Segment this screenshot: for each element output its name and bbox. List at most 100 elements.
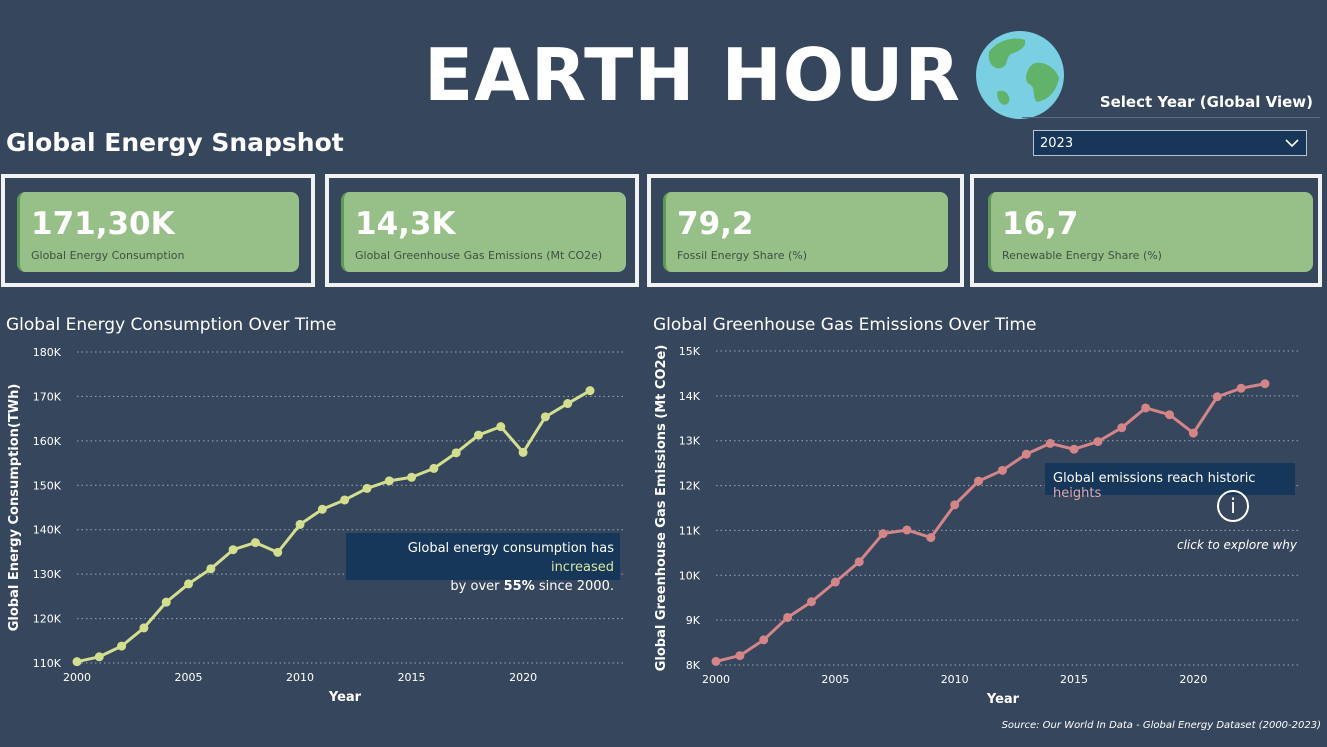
y-tick-label: 180K — [33, 346, 62, 359]
data-point — [735, 651, 745, 661]
annotation-text: by over — [450, 579, 504, 594]
data-point — [1021, 449, 1031, 459]
y-tick-label: 120K — [33, 613, 62, 626]
kpi-frame-renewable: 16,7 Renewable Energy Share (%) — [970, 174, 1322, 287]
year-filter-label: Select Year (Global View) — [1099, 93, 1313, 111]
annotation-text: Global energy consumption has — [407, 541, 614, 556]
divider — [1022, 117, 1320, 118]
kpi-frame-energy: 171,30K Global Energy Consumption — [1, 174, 315, 287]
series-line — [715, 382, 1266, 663]
data-point — [1260, 379, 1270, 389]
data-point — [902, 525, 912, 535]
data-point — [783, 612, 793, 622]
data-point — [1236, 383, 1246, 393]
source-note: Source: Our World In Data - Global Energ… — [1001, 720, 1321, 731]
y-tick-label: 130K — [33, 568, 62, 581]
data-point — [1188, 428, 1198, 438]
data-point — [1141, 403, 1151, 413]
data-point — [1212, 392, 1222, 402]
energy-consumption-chart[interactable]: 110K 120K 130K 140K 150K 160K 170K 180K 2000 2005… — [0, 340, 640, 712]
data-point — [1045, 438, 1055, 448]
data-point — [117, 641, 127, 651]
y-tick-label: 15K — [679, 345, 701, 358]
explore-link[interactable]: click to explore why — [1177, 538, 1297, 552]
data-point — [806, 597, 816, 607]
globe-icon — [975, 31, 1064, 119]
kpi-label: Global Greenhouse Gas Emissions (Mt CO2e… — [355, 249, 603, 262]
page-subtitle: Global Energy Snapshot — [6, 128, 344, 157]
kpi-value: 171,30K — [31, 206, 175, 242]
kpi-card-fossil[interactable]: 79,2 Fossil Energy Share (%) — [663, 192, 948, 272]
x-tick-label: 2000 — [63, 671, 91, 684]
y-axis-title: Global Energy Consumption(TWh) — [7, 384, 22, 632]
data-point — [228, 545, 238, 555]
data-point — [878, 529, 888, 539]
data-point — [94, 652, 104, 662]
kpi-frame-emissions: 14,3K Global Greenhouse Gas Emissions (M… — [325, 174, 639, 287]
kpi-card-emissions[interactable]: 14,3K Global Greenhouse Gas Emissions (M… — [341, 192, 626, 272]
y-tick-label: 13K — [679, 435, 701, 448]
data-point — [317, 504, 327, 514]
data-point — [429, 463, 439, 473]
x-axis-title: Year — [986, 692, 1020, 707]
x-tick-label: 2015 — [398, 671, 426, 684]
data-point — [250, 538, 260, 548]
emissions-chart-title: Global Greenhouse Gas Emissions Over Tim… — [653, 315, 1037, 335]
chevron-down-icon — [1285, 139, 1299, 148]
data-point — [540, 412, 550, 422]
y-tick-label: 160K — [33, 435, 62, 448]
y-tick-label: 14K — [679, 390, 701, 403]
data-point — [139, 623, 149, 633]
y-tick-label: 140K — [33, 524, 62, 537]
data-point — [340, 495, 350, 505]
data-point — [206, 564, 216, 574]
data-point — [759, 635, 769, 645]
x-tick-label: 2000 — [702, 673, 730, 686]
x-tick-label: 2010 — [286, 671, 314, 684]
year-dropdown-value: 2023 — [1040, 135, 1074, 151]
data-point — [1117, 423, 1127, 433]
data-point — [926, 533, 936, 543]
x-tick-label: 2005 — [175, 671, 203, 684]
data-point — [496, 422, 506, 432]
kpi-card-energy[interactable]: 171,30K Global Energy Consumption — [17, 192, 299, 272]
emissions-chart[interactable]: 8K 9K 10K 11K 12K 13K 14K 15K 2000 2005 2010 2015 20… — [648, 340, 1324, 712]
year-dropdown[interactable]: 2023 — [1033, 130, 1307, 156]
x-tick-label: 2005 — [821, 673, 849, 686]
kpi-label: Global Energy Consumption — [31, 249, 185, 262]
kpi-value: 16,7 — [1002, 206, 1079, 242]
y-tick-label: 10K — [679, 569, 701, 582]
x-tick-label: 2020 — [1179, 673, 1207, 686]
x-axis-title: Year — [328, 690, 362, 705]
kpi-card-renewable[interactable]: 16,7 Renewable Energy Share (%) — [988, 192, 1313, 272]
y-axis-title: Global Greenhouse Gas Emissions (Mt CO2e… — [654, 345, 669, 672]
data-point — [273, 547, 283, 557]
data-point — [1093, 437, 1103, 447]
data-point — [451, 448, 461, 458]
x-tick-label: 2015 — [1060, 673, 1088, 686]
y-tick-label: 12K — [679, 480, 701, 493]
emissions-annotation: Global emissions reach historic heights — [1045, 463, 1295, 501]
info-icon[interactable]: i — [1217, 490, 1249, 522]
kpi-value: 14,3K — [355, 206, 456, 242]
kpi-label: Renewable Energy Share (%) — [1002, 249, 1162, 262]
dashboard-header: EARTH HOUR — [424, 30, 1065, 120]
data-point — [72, 657, 82, 667]
data-point — [830, 577, 840, 587]
data-point — [997, 465, 1007, 475]
annotation-highlight: increased — [550, 560, 614, 575]
data-point — [184, 579, 194, 589]
kpi-frame-fossil: 79,2 Fossil Energy Share (%) — [647, 174, 964, 287]
energy-chart-title: Global Energy Consumption Over Time — [6, 315, 337, 335]
kpi-value: 79,2 — [677, 206, 754, 242]
y-tick-label: 9K — [686, 614, 701, 627]
data-point — [161, 597, 171, 607]
energy-annotation: Global energy consumption has increased … — [346, 533, 620, 594]
y-tick-label: 110K — [33, 657, 62, 670]
data-point — [1069, 444, 1079, 454]
data-point — [473, 430, 483, 440]
dashboard-title: EARTH HOUR — [424, 33, 961, 117]
annotation-highlight: heights — [1053, 486, 1102, 501]
data-point — [950, 500, 960, 510]
data-point — [295, 519, 305, 529]
